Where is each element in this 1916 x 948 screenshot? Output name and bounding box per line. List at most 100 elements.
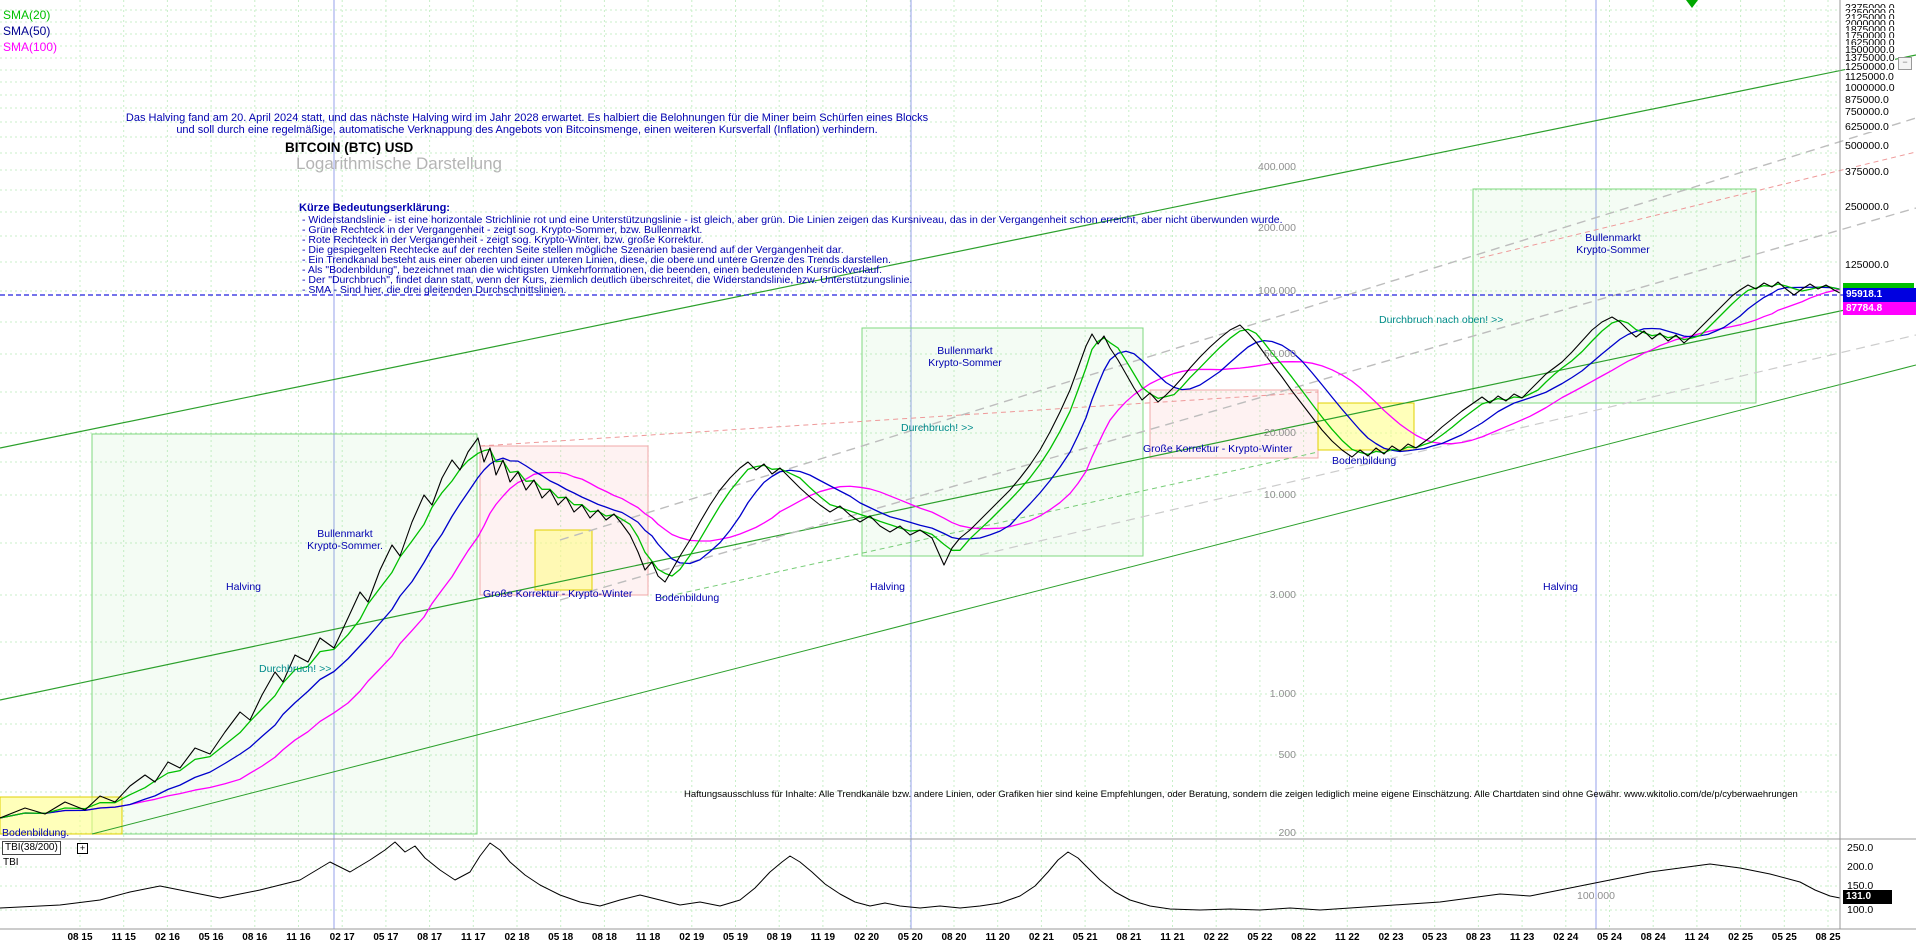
chart-annotation: Durchbruch! >> [901, 422, 974, 434]
explanation-item: - Der "Durchbruch", findet dann statt, w… [302, 274, 913, 286]
chart-subtitle: Logarithmische Darstellung [296, 154, 502, 173]
date-axis-label: 02 19 [679, 932, 705, 943]
date-axis-label: 05 24 [1596, 932, 1623, 943]
legend-sma100: SMA(100) [3, 40, 58, 54]
tbi-indicator-label[interactable]: TBI(38/200) [2, 841, 61, 855]
explanation-item: - Die gespiegelten Rechtecke auf der rec… [302, 244, 844, 256]
explanation-item: - Grüne Rechteck in der Vergangenheit - … [302, 224, 703, 236]
tbi-axis-label: 200.0 [1847, 861, 1874, 873]
chart-annotation: Halving [1543, 581, 1579, 593]
price-scale-label: 20.000 [1263, 427, 1296, 439]
chart-annotation: Große Korrektur - Krypto-Winter [1143, 443, 1293, 455]
last-price-tag: 95918.1 [1843, 288, 1916, 302]
tbi-axis-label: 150.0 [1847, 880, 1874, 892]
legend-sma20: SMA(20) [3, 8, 51, 22]
date-axis-label: 11 23 [1509, 932, 1535, 943]
right-axis-label: 125000.0 [1845, 259, 1889, 271]
price-scale-label: 1.000 [1269, 688, 1296, 700]
right-axis-label: 1625000.0 [1845, 37, 1895, 49]
explanation-item: - Widerstandslinie - ist eine horizontal… [302, 214, 1283, 226]
tbi-expand-icon[interactable]: + [77, 843, 88, 854]
right-axis-label: 2000000.0 [1845, 18, 1895, 30]
price-scale-label: 200.000 [1258, 222, 1296, 234]
tbi-inner-label: 100.000 [1577, 890, 1615, 902]
explanation-list: - Widerstandslinie - ist eine horizontal… [302, 214, 1283, 296]
date-axis-label: 11 21 [1160, 932, 1185, 943]
date-axis-label: 02 16 [154, 932, 180, 943]
right-axis-label: 1500000.0 [1845, 44, 1895, 56]
date-axis-label: 11 18 [635, 932, 661, 943]
explanation-item: - Ein Trendkanal besteht aus einer obere… [302, 254, 891, 266]
right-axis-label: 2125000.0 [1845, 12, 1895, 24]
chart-annotation: Bodenbildung. [2, 827, 70, 839]
date-axis-label: 08 15 [67, 932, 93, 943]
explanation-item: - Rote Rechteck in der Vergangenheit - z… [302, 234, 704, 246]
chart-annotation: Bodenbildung [655, 592, 720, 604]
date-axis-label: 11 15 [111, 932, 136, 943]
tbi-axis-label: 250.0 [1847, 842, 1874, 854]
right-axis-label: 375000.0 [1845, 166, 1889, 178]
chart-annotation: Bullenmarkt Krypto-Sommer [928, 345, 1002, 369]
right-axis-label: 1000000.0 [1845, 82, 1895, 94]
collapse-panel-icon[interactable]: − [1898, 57, 1912, 70]
date-axis-label: 11 24 [1684, 932, 1710, 943]
date-axis-label: 05 21 [1072, 932, 1098, 943]
right-axis-label: 1750000.0 [1845, 30, 1895, 42]
date-axis-label: 11 20 [985, 932, 1010, 943]
chart-annotation: Halving [870, 581, 906, 593]
tbi-sublabel: TBI [3, 857, 19, 868]
chart-annotation: Bullenmarkt Krypto-Sommer. [307, 528, 383, 552]
date-axis-label: 02 23 [1378, 932, 1404, 943]
explanation-item: - Als "Bodenbildung", bezeichnet man die… [302, 264, 883, 276]
alert-marker-icon [1686, 0, 1698, 8]
right-axis-label: 875000.0 [1845, 94, 1889, 106]
halving-note: Das Halving fand am 20. April 2024 statt… [125, 112, 929, 136]
chart-annotation: Große Korrektur - Krypto-Winter [483, 588, 633, 600]
price-scale-label: 100.000 [1258, 285, 1296, 297]
date-axis-label: 02 18 [504, 932, 530, 943]
date-axis-label: 02 24 [1553, 932, 1579, 943]
date-axis-label: 02 21 [1028, 932, 1054, 943]
date-axis-label: 11 19 [810, 932, 836, 943]
right-axis-label: 625000.0 [1845, 121, 1889, 133]
date-axis-label: 05 23 [1422, 932, 1448, 943]
date-axis-label: 11 16 [286, 932, 311, 943]
sma20-price-tag [1843, 283, 1914, 288]
chart-annotation: Durchbruch! >> [259, 663, 332, 675]
date-axis-label: 02 17 [329, 932, 355, 943]
date-axis-label: 05 17 [373, 932, 399, 943]
explanation-item: - SMA - Sind hier, die drei gleitenden D… [302, 284, 567, 296]
right-axis-label: 1125000.0 [1845, 71, 1894, 83]
disclaimer-text: Haftungsausschluss für Inhalte: Alle Tre… [684, 789, 1798, 800]
price-scale-label: 400.000 [1258, 161, 1296, 173]
right-axis-label: 750000.0 [1845, 106, 1889, 118]
chart-annotation: Halving [226, 581, 262, 593]
date-axis-label: 08 20 [941, 932, 967, 943]
right-axis-label: 250000.0 [1845, 201, 1889, 213]
chart-annotation: Bodenbildung [1332, 455, 1397, 467]
date-axis-label: 08 22 [1291, 932, 1317, 943]
date-axis-label: 08 18 [591, 932, 617, 943]
date-axis-label: 02 20 [854, 932, 880, 943]
date-axis-label: 08 25 [1815, 932, 1841, 943]
chart-annotation: Durchbruch nach oben! >> [1379, 314, 1504, 326]
date-axis-label: 08 16 [242, 932, 268, 943]
chart-title: BITCOIN (BTC) USD [285, 140, 414, 155]
date-axis-label: 08 23 [1465, 932, 1491, 943]
date-axis-label: 05 19 [722, 932, 749, 943]
date-axis-label: 05 16 [198, 932, 224, 943]
date-axis-label: 08 24 [1640, 932, 1666, 943]
date-axis-label: 08 21 [1116, 932, 1142, 943]
explanation-heading: Kürze Bedeutungserklärung: [299, 202, 450, 214]
price-scale-label: 10.000 [1263, 489, 1296, 501]
date-axis-label: 08 19 [766, 932, 792, 943]
price-scale-label: 500 [1278, 749, 1296, 761]
date-axis-label: 02 22 [1203, 932, 1229, 943]
date-axis-label: 08 17 [417, 932, 443, 943]
right-axis-label: 1875000.0 [1845, 24, 1895, 36]
price-scale-label: 3.000 [1269, 589, 1296, 601]
tbi-value-tag: 131.0 [1843, 890, 1892, 904]
right-axis-label: 1250000.0 [1845, 61, 1895, 73]
